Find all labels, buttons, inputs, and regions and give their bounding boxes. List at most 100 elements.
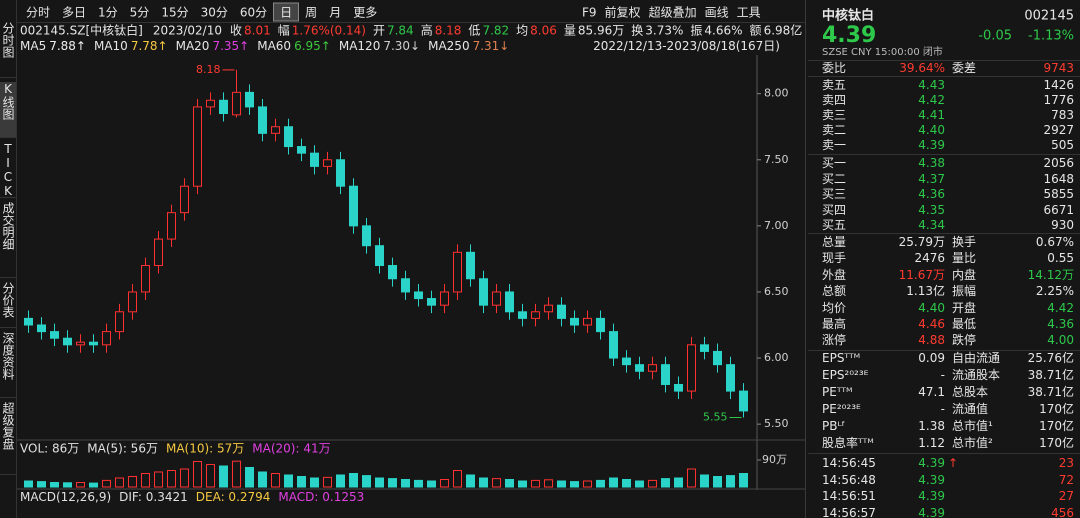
field-value: 25.76亿 — [1027, 351, 1074, 365]
candle-body — [414, 291, 423, 300]
field-value: 85.96万 — [577, 23, 625, 38]
legend-item: MA(20): 41万 — [252, 441, 331, 456]
side-tab[interactable]: 成交明细 — [0, 202, 16, 278]
macd-legend: MACD(12,26,9) DIF: 0.3421 DEA: 0.2794 MACD:… — [20, 490, 372, 504]
period-tab[interactable]: 周 — [305, 5, 318, 20]
field-value: 8.06 — [530, 23, 557, 37]
ma-label: MA5 — [20, 39, 47, 53]
tool-button[interactable]: 画线 — [704, 5, 729, 20]
panel-divider — [805, 0, 806, 518]
candle-body — [89, 341, 98, 346]
order-volume: 2056 — [1043, 156, 1074, 170]
volume-bar — [323, 476, 332, 488]
side-tab[interactable]: 超级复盘 — [0, 402, 16, 475]
order-price: 4.43 — [918, 78, 945, 92]
volume-bar — [648, 479, 657, 488]
order-label: 卖三 — [822, 108, 847, 122]
field-value: 170亿 — [1039, 402, 1074, 416]
side-tab[interactable]: TICK — [0, 142, 16, 198]
side-tab[interactable]: 分价表 — [0, 282, 16, 328]
period-tab[interactable]: 60分 — [239, 5, 268, 20]
candle-body — [453, 251, 462, 293]
period-tab[interactable]: 1分 — [98, 5, 118, 20]
order-volume: 505 — [1051, 138, 1074, 152]
min-label: 5.55 — [703, 411, 728, 424]
tool-button[interactable]: 工具 — [736, 5, 761, 20]
candle-body — [622, 357, 631, 366]
period-tab[interactable]: 更多 — [353, 5, 378, 20]
field-value: 47.1 — [918, 385, 945, 399]
candle-body — [427, 298, 436, 306]
volume-bar — [50, 482, 59, 488]
period-tab[interactable]: 15分 — [161, 5, 189, 20]
field-label: 自由流通 — [952, 351, 1001, 365]
candle-body — [128, 291, 137, 313]
stock-name: 中核钛白 — [822, 8, 875, 24]
volume-bar — [401, 479, 410, 488]
candle-body — [388, 265, 397, 280]
volume-bar — [63, 482, 72, 488]
period-tab[interactable]: 分时 — [26, 5, 51, 20]
field-value: 170亿 — [1039, 419, 1074, 433]
field-label: 额 — [749, 23, 762, 38]
trade-price: 4.39 — [918, 472, 945, 487]
toolbar: 分时 多日 1分 5分 15分 30分 60分日周月更多 — [20, 2, 383, 22]
field-label: PBᴸᶠ — [822, 419, 846, 433]
volume-bar — [37, 481, 46, 488]
candle-body — [115, 311, 124, 333]
candle-body — [154, 238, 163, 267]
period-tab[interactable]: 日 — [273, 2, 300, 22]
field-value: 14.12万 — [1027, 267, 1074, 282]
field-label: 总额 — [822, 284, 847, 299]
tool-button[interactable]: 超级叠加 — [648, 5, 697, 20]
tool-button[interactable]: 前复权 — [604, 5, 641, 20]
volume-bar — [375, 477, 384, 488]
volume-bar — [271, 473, 280, 488]
volume-bar — [700, 474, 709, 488]
field-label: 内盘 — [952, 267, 977, 282]
period-tab[interactable]: 5分 — [129, 5, 150, 20]
separator — [808, 350, 1080, 351]
field-value: 8.18 — [434, 23, 462, 37]
field-value: 4.00 — [1047, 333, 1074, 348]
field-label: 流通值 — [952, 402, 989, 416]
side-tab[interactable]: 深度资料 — [0, 332, 16, 398]
period-tab[interactable]: 多日 — [62, 5, 87, 20]
ma-value: 7.88↑ — [49, 39, 86, 53]
candle-body — [310, 152, 319, 167]
field-label: 股息率ᵀᵀᴹ — [822, 436, 874, 450]
market-meta: SZSE CNY 15:00:00 闭市 — [822, 47, 943, 58]
volume-bar — [518, 480, 527, 488]
trade-arrow: ↑ — [948, 456, 959, 470]
order-price: 4.35 — [918, 202, 945, 217]
candle-body — [271, 126, 280, 134]
side-tab[interactable]: K线图 — [0, 82, 16, 138]
candle-body — [687, 344, 696, 392]
volume-bar — [596, 479, 605, 488]
period-tab[interactable]: 30分 — [200, 5, 228, 20]
candle-body — [544, 304, 553, 313]
candle-body — [648, 364, 657, 372]
volume-bar — [440, 479, 449, 488]
period-tab[interactable]: 月 — [329, 5, 342, 20]
field-label: EPSᵀᵀᴹ — [822, 351, 861, 365]
candle-body — [700, 344, 709, 352]
order-label: 买二 — [822, 171, 847, 186]
candle-body — [518, 311, 527, 319]
volume-bar — [245, 467, 254, 488]
field-label: 总市值¹ — [952, 419, 993, 433]
tool-button[interactable]: F9 — [582, 5, 597, 19]
field-label: EPS²⁰²³ᴱ — [822, 368, 869, 382]
side-tab[interactable]: 分时图 — [0, 22, 16, 78]
tools: F9 前复权 超级叠加 画线 工具 — [582, 4, 769, 21]
candle-body — [219, 99, 228, 115]
chart: 5.50 6.00 6.50 7.00 7.50 8.00 8.18 5.55 90万 — [17, 55, 805, 490]
candle-body — [206, 99, 215, 108]
field-label: 均 — [516, 23, 529, 38]
candle-body — [505, 291, 514, 313]
volume-bar — [609, 477, 618, 488]
volume-bar — [427, 480, 436, 488]
volume-bar — [713, 476, 722, 488]
candle-body — [297, 146, 306, 154]
field-label: 开 — [372, 23, 385, 38]
